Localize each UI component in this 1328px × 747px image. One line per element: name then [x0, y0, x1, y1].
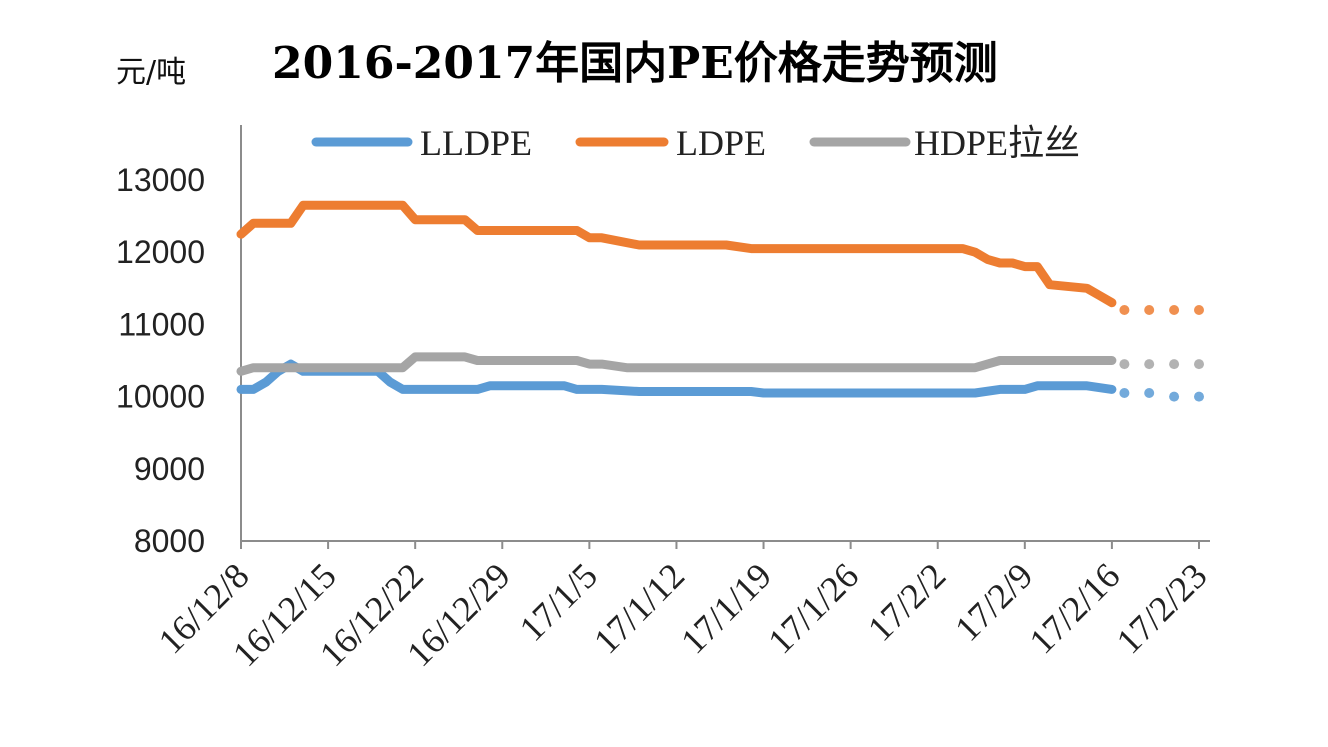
y-tick-label: 12000 — [116, 234, 205, 270]
x-tick-label: 17/1/26 — [760, 555, 866, 661]
legend-label-lldpe: LLDPE — [420, 123, 532, 163]
x-tick-label: 17/2/16 — [1021, 555, 1127, 661]
forecast-point — [1169, 305, 1180, 315]
y-ticks: 8000 9000 10000 11000 12000 13000 — [116, 162, 205, 559]
y-tick-label: 9000 — [134, 451, 205, 487]
axes — [240, 125, 1210, 542]
forecast-point — [1107, 385, 1116, 394]
y-tick-label: 13000 — [116, 162, 205, 198]
forecast-point — [1144, 305, 1155, 315]
forecast-point — [1107, 356, 1116, 365]
forecast-point — [1107, 298, 1116, 307]
legend: LLDPE LDPE HDPE拉丝 — [311, 123, 1080, 163]
legend-label-ldpe: LDPE — [676, 123, 766, 163]
y-tick-label: 10000 — [116, 379, 205, 415]
series-line-1 — [236, 200, 1117, 308]
forecast-point — [1144, 388, 1155, 398]
legend-label-hdpe: HDPE拉丝 — [914, 123, 1080, 163]
y-tick-label: 11000 — [118, 306, 205, 342]
forecast-point — [1194, 359, 1204, 370]
x-tick-label: 17/2/2 — [860, 555, 953, 648]
forecast-point — [1169, 391, 1180, 402]
chart-title: 2016-2017年国内PE价格走势预测 — [272, 38, 998, 89]
forecast-point — [1119, 388, 1130, 398]
series-layer — [236, 200, 1204, 402]
x-tick-label: 17/1/12 — [586, 555, 692, 661]
forecast-point — [1119, 305, 1130, 315]
x-ticks: 16/12/816/12/1516/12/2216/12/2917/1/517/… — [151, 541, 1215, 674]
x-tick-label: 17/1/19 — [673, 555, 779, 661]
forecast-point — [1119, 359, 1130, 370]
forecast-point — [1144, 359, 1155, 370]
series-line-2 — [236, 352, 1117, 376]
y-unit-label: 元/吨 — [116, 55, 186, 90]
x-tick-label: 17/2/23 — [1109, 555, 1215, 661]
forecast-point — [1194, 305, 1204, 315]
y-tick-label: 8000 — [134, 523, 205, 559]
forecast-point — [1169, 359, 1180, 370]
forecast-point — [1194, 391, 1204, 402]
